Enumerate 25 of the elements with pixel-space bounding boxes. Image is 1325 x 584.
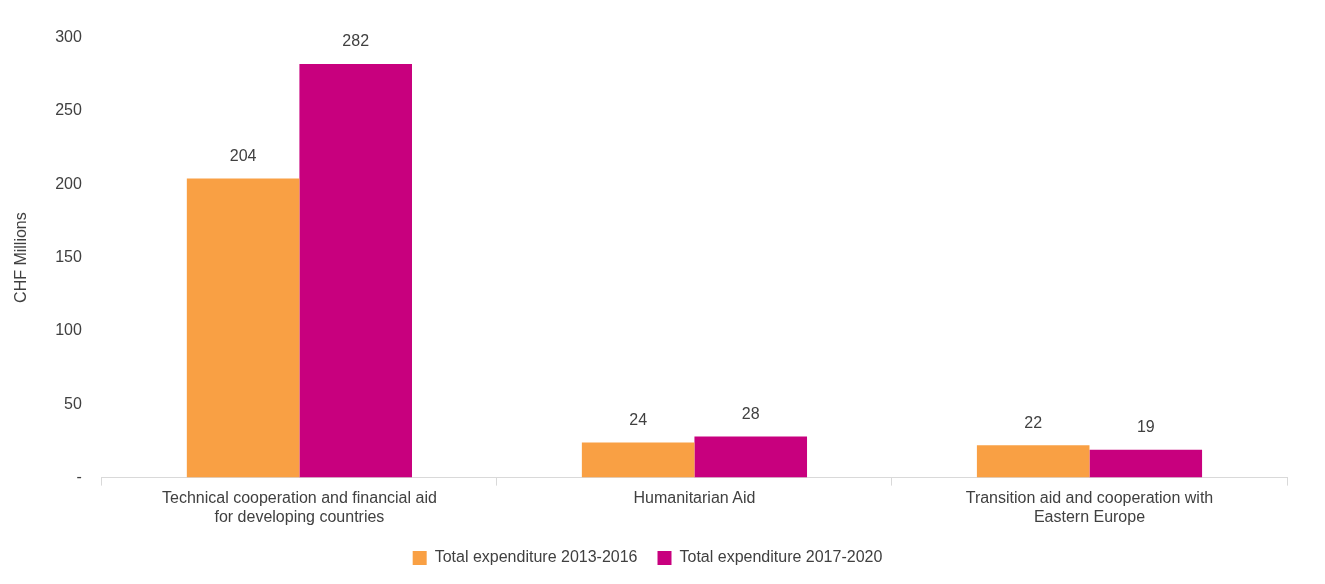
y-tick-label: 250 (55, 101, 82, 119)
data-label: 282 (342, 32, 370, 50)
legend-label: Total expenditure 2017-2020 (679, 548, 883, 566)
bar (299, 64, 412, 478)
x-tick-label: Humanitarian Aid (633, 488, 756, 506)
bar (694, 436, 808, 478)
y-tick-label: 100 (55, 321, 82, 339)
x-tick-label: Technical cooperation and financial aid for developing countries (161, 488, 437, 525)
data-label: 22 (1024, 413, 1043, 431)
bar (581, 442, 695, 478)
data-label: 24 (629, 410, 648, 428)
data-label: 28 (741, 404, 760, 422)
bar (1089, 449, 1203, 478)
y-tick-label: 300 (55, 28, 82, 46)
data-label: 19 (1136, 418, 1155, 436)
data-label: 204 (229, 146, 257, 164)
y-axis-title: CHF Millions (12, 212, 30, 303)
y-tick-label: 150 (55, 248, 82, 266)
y-tick-label: - (76, 468, 82, 486)
legend-label: Total expenditure 2013-2016 (434, 548, 638, 566)
y-tick-label: 50 (64, 394, 82, 412)
y-tick-label: 200 (55, 174, 82, 192)
x-tick-label: Transition aid and cooperation with Eastern Europe (965, 488, 1214, 525)
bar (976, 445, 1090, 478)
bar (186, 178, 300, 478)
